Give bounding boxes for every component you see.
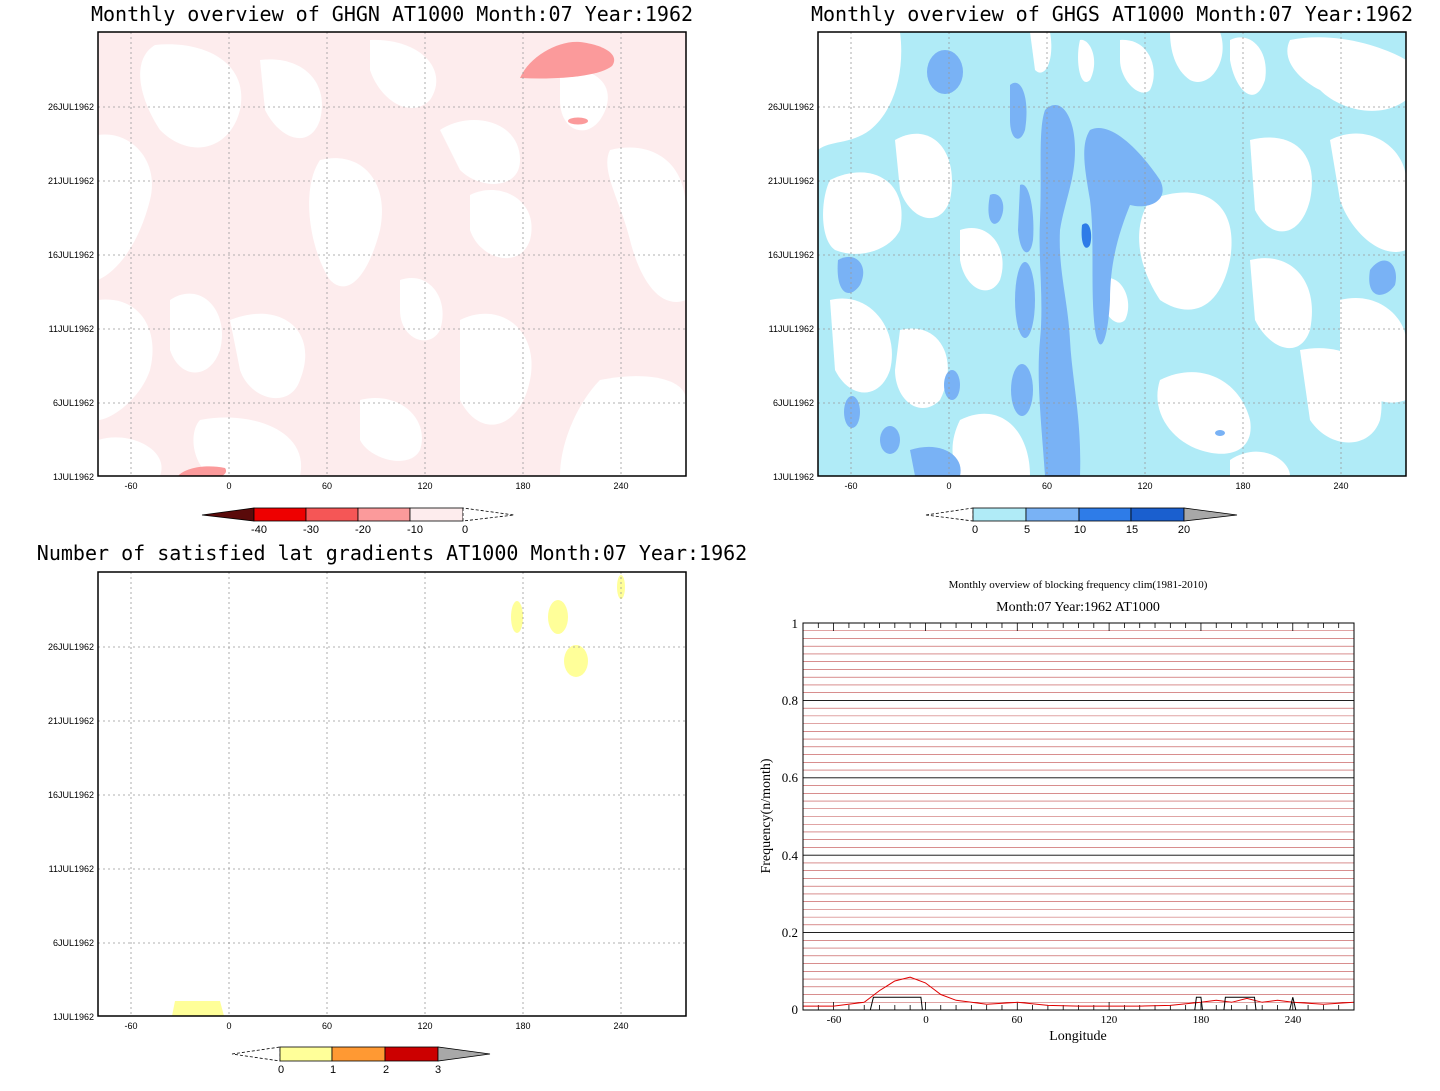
climatology-series-line (803, 976, 1355, 1007)
y-tick-label: 11JUL1962 (49, 864, 94, 874)
ghgn-title: Monthly overview of GHGN AT1000 Month:07… (91, 2, 693, 26)
colorbar-label: -20 (355, 524, 371, 536)
colorbar-label: 1 (330, 1064, 336, 1076)
colorbar-label: 15 (1126, 524, 1138, 536)
colorbar-label: 10 (1074, 524, 1086, 536)
y-tick-label: 1JUL1962 (53, 1012, 94, 1022)
lat-grid (98, 572, 686, 1016)
x-tick-label: 120 (417, 481, 432, 491)
freq-title: Monthly overview of blocking frequency c… (949, 579, 1208, 591)
colorbar-label: -30 (303, 524, 319, 536)
ghgn-plot-frame (97, 31, 687, 477)
ghgn-y-ticks: 26JUL1962 21JUL1962 16JUL1962 11JUL1962 … (48, 102, 94, 482)
x-tick-label: -60 (844, 481, 857, 491)
x-tick-label: 180 (515, 481, 530, 491)
x-tick-label: 0 (226, 481, 231, 491)
lat-contour-field (98, 572, 686, 1016)
ghgs-y-ticks: 26JUL1962 21JUL1962 16JUL1962 11JUL1962 … (768, 102, 814, 482)
ghgs-colorbar: 0 5 10 15 20 (925, 507, 1238, 536)
lat-y-ticks: 26JUL1962 21JUL1962 16JUL1962 11JUL1962 … (48, 642, 94, 1022)
freq-horizontal-lines (803, 630, 1354, 1003)
ghgs-title: Monthly overview of GHGS AT1000 Month:07… (811, 2, 1413, 26)
ghgn-panel: Monthly overview of GHGN AT1000 Month:07… (48, 2, 693, 536)
freq-x-ticks: -60 0 60 120 180 240 (827, 1014, 1302, 1026)
colorbar-label: 0 (972, 524, 978, 536)
y-tick-label: 21JUL1962 (48, 176, 94, 186)
x-tick-label: 0 (946, 481, 951, 491)
y-tick-label: 0.4 (782, 848, 799, 863)
lat-title: Number of satisfied lat gradients AT1000… (37, 541, 747, 565)
ghgs-plot-frame (817, 31, 1407, 477)
x-tick-label: 60 (322, 1021, 332, 1031)
ghgs-grid (818, 32, 1406, 476)
x-tick-label: 240 (613, 1021, 628, 1031)
ghgs-x-ticks: -60 0 60 120 180 240 (844, 481, 1348, 491)
y-tick-label: 1 (792, 616, 799, 631)
x-tick-label: 60 (1012, 1014, 1024, 1026)
lat-colorbar: 0 1 2 3 (231, 1046, 491, 1076)
colorbar-label: -10 (407, 524, 423, 536)
x-tick-label: 180 (515, 1021, 530, 1031)
y-tick-label: 6JUL1962 (53, 398, 94, 408)
y-tick-label: 0.8 (782, 693, 798, 708)
y-tick-label: 16JUL1962 (48, 250, 94, 260)
y-tick-label: 1JUL1962 (773, 472, 814, 482)
x-tick-label: 60 (1042, 481, 1052, 491)
x-tick-label: 120 (1137, 481, 1152, 491)
freq-plot-frame (802, 622, 1355, 1011)
ghgn-grid (98, 32, 686, 476)
ghgn-colorbar: -40 -30 -20 -10 0 (201, 507, 515, 536)
freq-y-ticks: 1 0.8 0.6 0.4 0.2 0 (782, 616, 799, 1017)
lat-x-ticks: -60 0 60 120 180 240 (124, 1021, 628, 1031)
colorbar-label: 0 (462, 524, 468, 536)
colorbar-label: 0 (278, 1064, 284, 1076)
ghgs-contour-field (818, 32, 1406, 476)
colorbar-label: -40 (251, 524, 267, 536)
colorbar-label: 5 (1024, 524, 1030, 536)
ghgs-panel: Monthly overview of GHGS AT1000 Month:07… (768, 2, 1413, 536)
y-tick-label: 0.2 (782, 925, 798, 940)
freq-subtitle: Month:07 Year:1962 AT1000 (996, 600, 1160, 615)
x-tick-label: 180 (1235, 481, 1250, 491)
y-tick-label: 16JUL1962 (48, 790, 94, 800)
x-tick-label: 120 (417, 1021, 432, 1031)
x-tick-label: 60 (322, 481, 332, 491)
y-tick-label: 11JUL1962 (769, 324, 814, 334)
lat-panel: Number of satisfied lat gradients AT1000… (37, 541, 747, 1076)
ghgn-contour-field (98, 32, 686, 476)
x-tick-label: 0 (226, 1021, 231, 1031)
y-tick-label: 1JUL1962 (53, 472, 94, 482)
y-tick-label: 0.6 (782, 770, 799, 785)
x-tick-label: 240 (1333, 481, 1348, 491)
x-tick-label: 120 (1101, 1014, 1118, 1026)
x-tick-label: -60 (124, 1021, 137, 1031)
y-tick-label: 16JUL1962 (768, 250, 814, 260)
x-tick-label: 240 (613, 481, 628, 491)
y-tick-label: 6JUL1962 (53, 938, 94, 948)
y-tick-label: 26JUL1962 (48, 102, 94, 112)
y-tick-label: 21JUL1962 (768, 176, 814, 186)
colorbar-label: 3 (435, 1064, 441, 1076)
y-tick-label: 0 (792, 1002, 799, 1017)
lat-plot-frame (97, 571, 687, 1017)
y-tick-label: 26JUL1962 (768, 102, 814, 112)
x-tick-label: 240 (1285, 1014, 1302, 1026)
x-tick-label: -60 (124, 481, 137, 491)
freq-x-axis-label: Longitude (1049, 1029, 1107, 1044)
x-tick-label: -60 (827, 1014, 842, 1026)
colorbar-label: 2 (383, 1064, 389, 1076)
x-tick-label: 0 (923, 1014, 929, 1026)
x-tick-label: 180 (1193, 1014, 1210, 1026)
ghgn-x-ticks: -60 0 60 120 180 240 (124, 481, 628, 491)
freq-panel: Monthly overview of blocking frequency c… (759, 579, 1355, 1044)
colorbar-label: 20 (1178, 524, 1190, 536)
y-tick-label: 6JUL1962 (773, 398, 814, 408)
y-tick-label: 11JUL1962 (49, 324, 94, 334)
y-tick-label: 26JUL1962 (48, 642, 94, 652)
y-tick-label: 21JUL1962 (48, 716, 94, 726)
freq-y-axis-label: Frequency(n/month) (759, 758, 774, 873)
